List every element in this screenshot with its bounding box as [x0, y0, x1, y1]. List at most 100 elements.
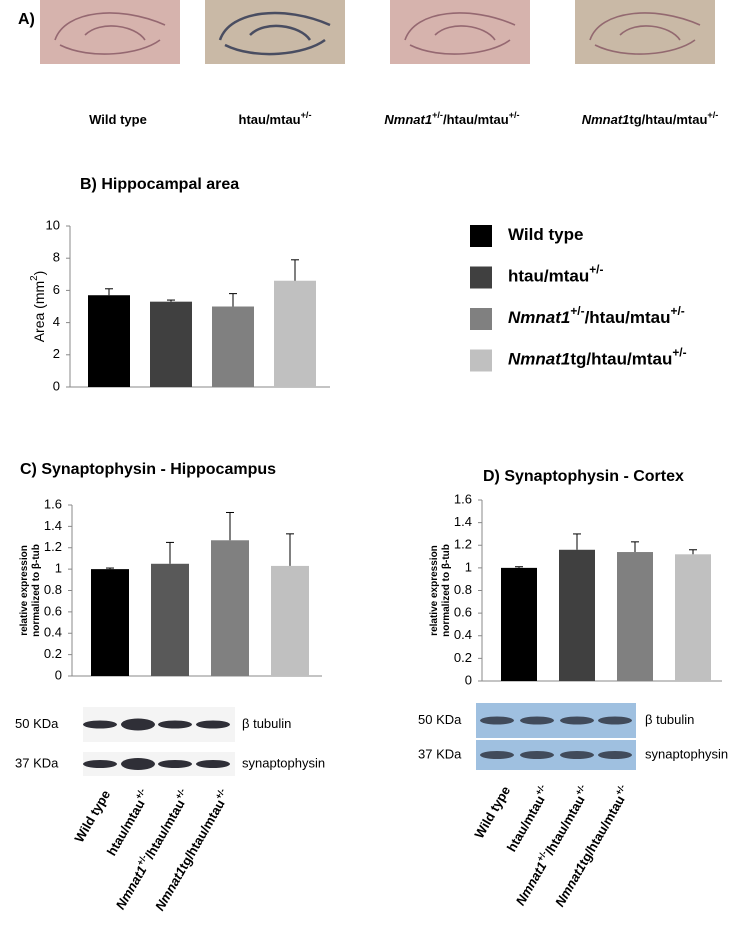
bar	[559, 549, 595, 681]
blot-band	[480, 716, 514, 725]
section-image	[205, 0, 345, 64]
blot-band	[158, 760, 192, 768]
text-segment: +/-	[589, 263, 603, 277]
x-tick-label: Nmnat1+/-/htau/mtau+/-	[511, 783, 593, 909]
text-segment: +/-	[133, 787, 147, 801]
protein-label: synaptophysin	[645, 746, 728, 761]
molecular-weight: 50 KDa	[15, 716, 59, 731]
y-tick-label: 0.4	[454, 627, 472, 642]
text-segment: Wild type	[72, 788, 114, 845]
text-segment: +/-	[509, 110, 520, 120]
error-bar	[105, 288, 113, 296]
protein-label: β tubulin	[242, 716, 291, 731]
text-segment: htau/mtau	[504, 793, 548, 854]
text-segment: normalized to β-tub	[31, 544, 42, 637]
blot-band	[520, 716, 554, 725]
y-tick-label: 1.4	[44, 518, 62, 533]
x-tick-label: Nmnat1 +/-/htau/mtau+/-	[111, 787, 193, 913]
molecular-weight: 37 KDa	[418, 746, 462, 761]
blot-band	[598, 751, 632, 759]
hippocampus-outline	[404, 12, 516, 55]
legend-label: Wild type	[508, 225, 583, 244]
text-segment: tg/htau/mtau	[629, 112, 707, 127]
text-segment: +/-	[533, 783, 547, 797]
text-segment: relative expression	[429, 545, 440, 636]
error-bar	[573, 533, 581, 550]
blot-band	[560, 751, 594, 759]
bar	[151, 563, 189, 676]
text-segment: /htau/mtau	[142, 797, 188, 861]
text-segment: +/-	[173, 787, 187, 801]
legend-label: htau/mtau+/-	[508, 263, 603, 286]
text-segment: )	[31, 271, 47, 276]
legend-label: Nmnat1tg/htau/mtau+/-	[508, 346, 687, 369]
y-tick-label: 8	[53, 250, 60, 265]
legend-swatch	[470, 266, 492, 289]
blot-band	[196, 760, 230, 768]
text-segment: relative expression	[19, 545, 30, 636]
error-bar	[226, 511, 234, 541]
error-bar	[689, 549, 697, 555]
error-bar	[631, 541, 639, 553]
y-tick-label: 0.8	[44, 582, 62, 597]
protein-label: synaptophysin	[242, 755, 325, 770]
molecular-weight: 50 KDa	[418, 712, 462, 727]
y-tick-label: 1.6	[454, 491, 472, 506]
blot-band	[480, 751, 514, 759]
y-tick-label: 1.6	[44, 496, 62, 511]
text-segment: /htau/mtau	[585, 308, 671, 327]
chart-title: C) Synaptophysin - Hippocampus	[20, 461, 276, 478]
y-axis-label: Area (mm2)	[29, 271, 47, 343]
molecular-weight: 37 KDa	[15, 755, 59, 770]
text-segment: Nmnat1	[152, 865, 189, 914]
legend-swatch	[470, 349, 492, 372]
blot-band	[598, 716, 632, 725]
blot-strip	[83, 752, 235, 776]
legend-label: Nmnat1+/-/htau/mtau+/-	[508, 304, 685, 327]
panel-label: A)	[18, 11, 35, 28]
bar	[211, 540, 249, 676]
blot-band	[158, 720, 192, 729]
image-label: Nmnat1+/-/htau/mtau+/-	[384, 110, 519, 127]
text-segment: Nmnat1	[508, 308, 570, 327]
y-tick-label: 10	[46, 217, 60, 232]
x-tick-label: Nmnat1tg/htau/mtau+/-	[151, 787, 234, 914]
text-segment: Nmnat1	[508, 350, 570, 369]
y-tick-label: 0.2	[44, 646, 62, 661]
y-tick-label: 2	[53, 346, 60, 361]
text-segment: Nmnat1	[113, 863, 150, 912]
error-bar	[167, 299, 175, 302]
text-segment: Wild type	[508, 225, 583, 244]
legend-swatch	[470, 308, 492, 330]
bar	[150, 301, 192, 387]
text-segment: Wild type	[89, 112, 147, 127]
text-segment: Area (mm	[31, 281, 47, 342]
text-segment: +/-	[707, 110, 718, 120]
y-tick-label: 1	[55, 561, 62, 576]
error-bar	[106, 567, 114, 570]
image-label: Nmnat1tg/htau/mtau+/-	[582, 110, 719, 127]
blot-band	[196, 720, 230, 729]
y-tick-label: 0	[53, 378, 60, 393]
blot-band	[83, 760, 117, 768]
y-axis-label: normalized to β-tub	[31, 544, 42, 637]
y-tick-label: 0.6	[454, 605, 472, 620]
text-segment: htau/mtau	[508, 267, 589, 286]
text-segment: /htau/mtau	[542, 793, 588, 857]
x-tick-label: Wild type	[72, 788, 114, 845]
x-tick-label: Wild type	[472, 784, 514, 841]
text-segment: +/-	[301, 110, 312, 120]
section-image	[40, 0, 180, 64]
image-label: htau/mtau+/-	[239, 110, 312, 127]
blot-band	[560, 716, 594, 725]
text-segment: Nmnat1	[552, 861, 589, 910]
hippocampus-outline	[54, 12, 166, 55]
text-segment: Nmnat1	[384, 112, 432, 127]
protein-label: β tubulin	[645, 712, 694, 727]
bar	[212, 306, 254, 387]
chart-title: B) Hippocampal area	[80, 176, 239, 193]
error-bar	[229, 293, 237, 307]
text-segment: 2	[29, 275, 40, 280]
text-segment: +/-	[535, 849, 549, 863]
bar	[91, 569, 129, 676]
